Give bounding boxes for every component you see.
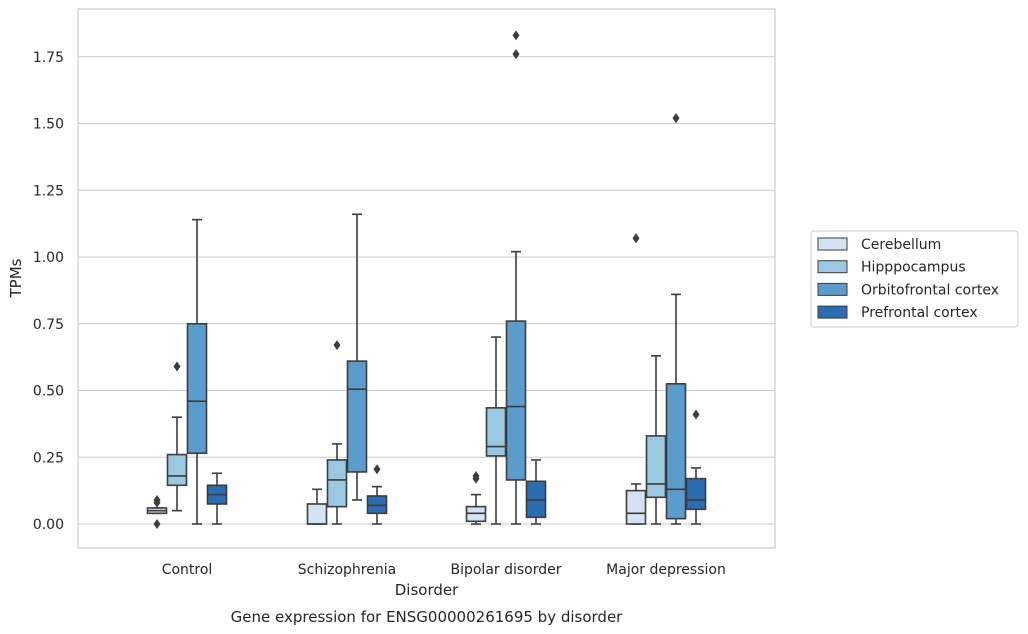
flier-point bbox=[512, 49, 520, 60]
flier-point bbox=[153, 494, 161, 505]
y-tick-label: 1.75 bbox=[33, 50, 64, 66]
box-3-0 bbox=[206, 472, 228, 525]
box-iqr bbox=[665, 383, 687, 520]
flier-point bbox=[333, 340, 341, 351]
box-2-1 bbox=[346, 213, 368, 501]
box-iqr bbox=[505, 320, 527, 481]
y-tick-label: 1.25 bbox=[33, 183, 64, 199]
flier-point bbox=[373, 464, 381, 475]
legend-entry: Orbitofrontal cortex bbox=[861, 282, 999, 298]
box-0-3 bbox=[625, 233, 647, 525]
legend-entry: Prefrontal cortex bbox=[861, 305, 978, 321]
flier-point bbox=[173, 361, 181, 372]
x-tick-label: Control bbox=[162, 562, 213, 578]
y-tick-label: 0.25 bbox=[33, 450, 64, 466]
box-3-2 bbox=[525, 459, 547, 525]
legend: Cerebellum Hipppocampus Orbitofrontal cort… bbox=[810, 230, 1019, 328]
box-iqr bbox=[346, 360, 368, 473]
box-iqr bbox=[166, 453, 188, 487]
y-tick-label: 0.75 bbox=[33, 317, 64, 333]
flier-point bbox=[672, 113, 680, 124]
y-tick-labels: 0.00 0.25 0.50 0.75 1.00 1.25 1.50 1.75 bbox=[33, 50, 64, 533]
flier-point bbox=[692, 409, 700, 420]
box-iqr bbox=[685, 477, 707, 511]
y-tick-label: 0.50 bbox=[33, 384, 64, 400]
flier-point bbox=[632, 233, 640, 244]
box-0-1 bbox=[306, 488, 328, 525]
x-tick-label: Major depression bbox=[606, 562, 726, 578]
flier-point bbox=[472, 470, 480, 481]
plot-frame bbox=[77, 8, 776, 549]
chart-title: Gene expression for ENSG00000261695 by d… bbox=[231, 608, 624, 626]
box-2-2 bbox=[505, 30, 527, 525]
legend-swatch bbox=[817, 237, 848, 251]
flier-point bbox=[512, 30, 520, 41]
box-0-0 bbox=[146, 494, 168, 529]
legend-swatch bbox=[817, 282, 848, 296]
box-iqr bbox=[625, 489, 647, 525]
box-series bbox=[146, 30, 707, 529]
box-3-1 bbox=[366, 464, 388, 525]
legend-entry: Hipppocampus bbox=[861, 260, 966, 276]
box-2-0 bbox=[186, 218, 208, 525]
y-axis-label: TPMs bbox=[7, 258, 25, 298]
box-iqr bbox=[306, 503, 328, 525]
legend-frame bbox=[810, 230, 1019, 328]
box-1-3 bbox=[645, 354, 667, 525]
box-iqr bbox=[485, 407, 507, 457]
box-3-3 bbox=[685, 409, 707, 525]
box-iqr bbox=[186, 322, 208, 455]
x-axis-label: Disorder bbox=[395, 581, 459, 599]
x-tick-label: Bipolar disorder bbox=[450, 562, 561, 578]
legend-swatch bbox=[817, 305, 848, 319]
y-tick-label: 1.50 bbox=[33, 117, 64, 133]
box-iqr bbox=[326, 459, 348, 508]
legend-swatch bbox=[817, 260, 848, 274]
box-0-2 bbox=[465, 470, 487, 525]
y-tick-label: 1.00 bbox=[33, 250, 64, 266]
box-2-3 bbox=[665, 113, 687, 525]
flier-point bbox=[153, 519, 161, 529]
legend-entry: Cerebellum bbox=[861, 237, 941, 253]
box-iqr bbox=[645, 435, 667, 499]
box-1-0 bbox=[166, 361, 188, 512]
x-tick-label: Schizophrenia bbox=[298, 562, 396, 578]
box-1-2 bbox=[485, 336, 507, 525]
box-1-1 bbox=[326, 340, 348, 525]
x-tick-labels: Control Schizophrenia Bipolar disorder Majo… bbox=[162, 562, 726, 578]
y-tick-label: 0.00 bbox=[33, 517, 64, 533]
